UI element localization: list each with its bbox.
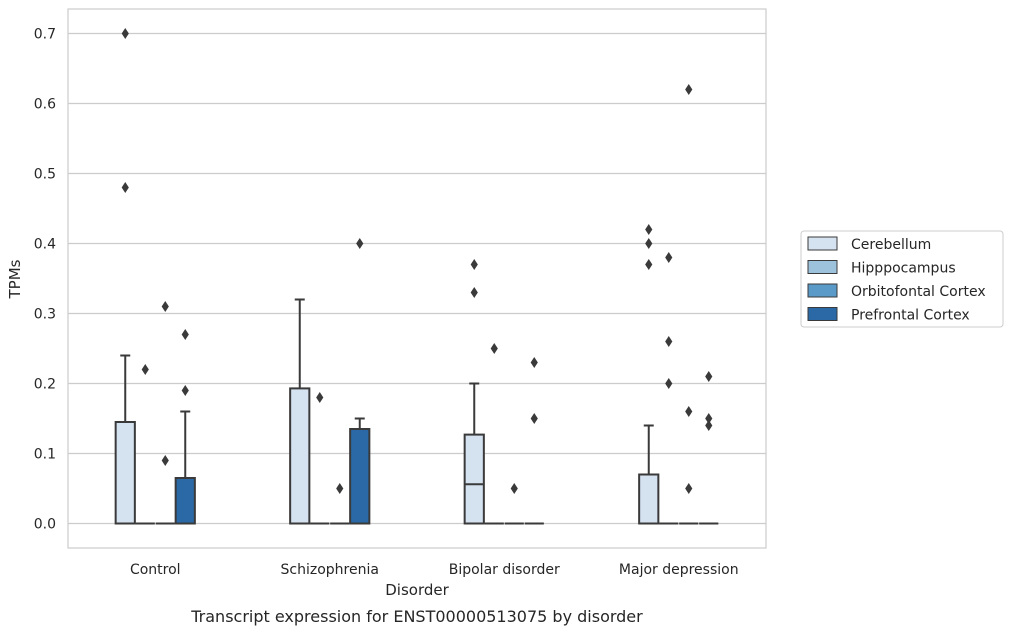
x-tick-label: Control: [130, 562, 181, 578]
outlier-point: [121, 28, 129, 39]
box-body: [638, 473, 660, 525]
y-axis-ticks: 0.0 0.1 0.2 0.3 0.4 0.5 0.6 0.7: [34, 27, 56, 533]
y-tick-label: 0.7: [34, 27, 56, 43]
y-tick-label: 0.1: [34, 447, 56, 463]
box-3-2: [679, 84, 699, 525]
box-2-3: [524, 357, 544, 525]
outlier-point: [705, 371, 713, 382]
outlier-point: [665, 378, 673, 389]
outlier-point: [685, 483, 693, 494]
outlier-point: [665, 252, 673, 263]
x-tick-label: Bipolar disorder: [449, 562, 560, 578]
y-axis-label: TPMs: [6, 259, 24, 299]
outlier-point: [685, 406, 693, 417]
box-0-0: [114, 28, 136, 525]
box-0-3: [174, 329, 196, 525]
box-body: [114, 421, 136, 525]
outlier-point: [336, 483, 344, 494]
y-tick-label: 0.3: [34, 307, 56, 323]
box-1-3: [349, 238, 371, 525]
outlier-point: [141, 364, 149, 375]
outlier-point: [510, 483, 518, 494]
box-3-0: [638, 224, 660, 525]
box-2-1: [484, 343, 504, 525]
outlier-point: [645, 224, 653, 235]
box-2-2: [504, 483, 524, 525]
y-tick-label: 0.0: [34, 517, 56, 533]
outlier-point: [356, 238, 364, 249]
box-body: [463, 433, 485, 525]
box-2-0: [463, 259, 485, 525]
outlier-point: [161, 301, 169, 312]
outlier-point: [470, 287, 478, 298]
x-tick-label: Major depression: [619, 562, 739, 578]
legend-label: Hipppocampus: [851, 261, 956, 277]
box-body: [349, 428, 371, 525]
box-0-1: [135, 364, 155, 525]
outlier-point: [665, 336, 673, 347]
plot-frame: [67, 8, 767, 549]
box-1-2: [330, 483, 350, 525]
outlier-point: [181, 329, 189, 340]
box-0-2: [155, 301, 175, 525]
outlier-point: [490, 343, 498, 354]
outlier-point: [121, 182, 129, 193]
legend-swatch: [807, 283, 838, 298]
outlier-point: [530, 357, 538, 368]
y-tick-label: 0.5: [34, 167, 56, 183]
grid-lines: [68, 32, 766, 525]
outlier-point: [705, 420, 713, 431]
box-1-1: [310, 392, 330, 525]
outlier-point: [705, 413, 713, 424]
outlier-point: [470, 259, 478, 270]
legend-swatch: [807, 307, 838, 321]
legend: Cerebellum Hipppocampus Orbitofontal Corte…: [800, 230, 1004, 328]
x-tick-label: Schizophrenia: [281, 562, 379, 578]
outlier-point: [685, 84, 693, 95]
outlier-point: [316, 392, 324, 403]
outlier-point: [181, 385, 189, 396]
outlier-point: [530, 413, 538, 424]
chart-caption: Transcript expression for ENST0000051307…: [190, 607, 643, 626]
outlier-point: [645, 238, 653, 249]
y-tick-label: 0.2: [34, 377, 56, 393]
x-axis-ticks: Control Schizophrenia Bipolar disorder Majo…: [130, 562, 739, 578]
legend-swatch: [807, 260, 838, 274]
legend-label: Orbitofontal Cortex: [851, 284, 986, 300]
legend-swatch: [807, 236, 838, 251]
box-body: [174, 477, 196, 525]
x-axis-label: Disorder: [385, 581, 449, 599]
box-body: [289, 387, 311, 525]
box-3-1: [659, 252, 679, 525]
legend-label: Prefrontal Cortex: [851, 308, 970, 324]
outlier-point: [645, 259, 653, 270]
box-marks: [114, 28, 719, 525]
legend-label: Cerebellum: [851, 237, 931, 253]
legend-frame: [800, 230, 1004, 328]
box-3-3: [699, 371, 719, 525]
outlier-point: [161, 455, 169, 466]
box-1-0: [289, 298, 311, 525]
y-tick-label: 0.4: [34, 237, 56, 253]
y-tick-label: 0.6: [34, 97, 56, 113]
